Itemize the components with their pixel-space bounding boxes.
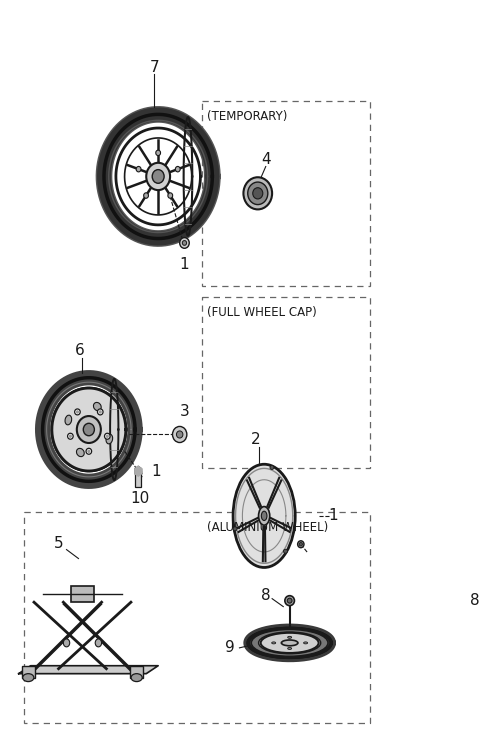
Text: 4: 4 <box>261 152 271 167</box>
Text: 2: 2 <box>252 432 261 447</box>
Ellipse shape <box>69 435 72 438</box>
Ellipse shape <box>172 427 187 443</box>
Ellipse shape <box>94 402 101 410</box>
Ellipse shape <box>77 416 101 443</box>
Text: 10: 10 <box>130 492 149 507</box>
Text: 8: 8 <box>470 593 480 608</box>
Bar <box>202 101 370 287</box>
Bar <box>71 586 95 603</box>
Bar <box>135 471 142 487</box>
Ellipse shape <box>86 449 92 454</box>
Ellipse shape <box>182 240 187 246</box>
Ellipse shape <box>253 188 263 199</box>
Ellipse shape <box>76 449 84 457</box>
Ellipse shape <box>65 415 72 425</box>
Ellipse shape <box>168 193 173 198</box>
Ellipse shape <box>136 166 141 172</box>
Bar <box>24 512 370 723</box>
Ellipse shape <box>243 177 272 210</box>
Circle shape <box>95 639 102 647</box>
Ellipse shape <box>99 410 102 413</box>
Ellipse shape <box>259 507 270 525</box>
Ellipse shape <box>87 449 90 453</box>
Text: 3: 3 <box>180 404 189 419</box>
Ellipse shape <box>252 630 328 656</box>
Circle shape <box>63 639 70 647</box>
Ellipse shape <box>284 549 288 553</box>
Ellipse shape <box>74 409 80 415</box>
Text: (FULL WHEEL CAP): (FULL WHEEL CAP) <box>207 306 316 319</box>
Ellipse shape <box>261 633 319 653</box>
Text: (ALUMINIUM WHEEL): (ALUMINIUM WHEEL) <box>207 520 328 534</box>
Ellipse shape <box>304 642 308 644</box>
Ellipse shape <box>281 640 298 646</box>
Ellipse shape <box>52 388 126 471</box>
Ellipse shape <box>156 150 160 155</box>
Ellipse shape <box>233 464 295 567</box>
Text: 8: 8 <box>261 588 271 603</box>
Text: 7: 7 <box>149 60 159 75</box>
Text: 6: 6 <box>74 342 84 358</box>
Ellipse shape <box>144 193 148 198</box>
Ellipse shape <box>299 542 302 546</box>
Ellipse shape <box>298 541 304 548</box>
Ellipse shape <box>177 431 183 438</box>
Text: 9: 9 <box>225 641 235 655</box>
Ellipse shape <box>261 511 267 520</box>
Text: 5: 5 <box>54 536 63 551</box>
Polygon shape <box>135 466 142 476</box>
Ellipse shape <box>248 628 331 658</box>
Ellipse shape <box>97 409 103 415</box>
Ellipse shape <box>106 434 113 444</box>
Ellipse shape <box>288 636 292 638</box>
Ellipse shape <box>259 632 321 654</box>
Bar <box>202 298 370 468</box>
Text: (TEMPORARY): (TEMPORARY) <box>207 111 287 123</box>
Bar <box>22 666 35 677</box>
Ellipse shape <box>76 410 79 413</box>
Ellipse shape <box>23 674 34 682</box>
Ellipse shape <box>285 596 294 605</box>
Ellipse shape <box>233 527 237 531</box>
Text: 1: 1 <box>180 257 189 272</box>
Polygon shape <box>19 666 158 674</box>
Ellipse shape <box>146 163 170 190</box>
Ellipse shape <box>272 642 276 644</box>
Ellipse shape <box>288 647 292 649</box>
Ellipse shape <box>152 169 164 183</box>
Ellipse shape <box>175 166 180 172</box>
Ellipse shape <box>105 433 110 439</box>
Ellipse shape <box>248 182 268 205</box>
Ellipse shape <box>68 433 73 439</box>
Text: 1: 1 <box>329 509 338 523</box>
Ellipse shape <box>287 598 292 603</box>
Ellipse shape <box>131 674 142 682</box>
Ellipse shape <box>84 423 95 435</box>
Ellipse shape <box>270 465 274 470</box>
Text: 1: 1 <box>151 464 161 479</box>
Ellipse shape <box>180 237 189 248</box>
Bar <box>130 666 143 677</box>
Ellipse shape <box>106 435 109 438</box>
